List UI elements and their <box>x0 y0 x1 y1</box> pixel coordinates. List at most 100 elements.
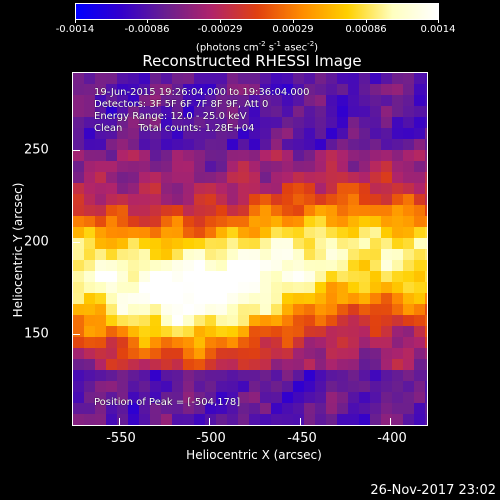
image-pixel <box>370 293 381 304</box>
image-pixel <box>106 238 117 249</box>
image-pixel <box>326 238 337 249</box>
image-pixel <box>95 117 106 128</box>
image-pixel <box>150 139 161 150</box>
image-pixel <box>271 326 282 337</box>
image-pixel <box>293 271 304 282</box>
image-pixel <box>348 95 359 106</box>
image-pixel <box>370 161 381 172</box>
image-pixel <box>216 381 227 392</box>
image-pixel <box>161 414 172 425</box>
image-pixel <box>370 216 381 227</box>
image-pixel <box>370 359 381 370</box>
image-pixel <box>260 106 271 117</box>
image-pixel <box>403 95 414 106</box>
image-pixel <box>84 84 95 95</box>
image-pixel <box>403 139 414 150</box>
image-pixel <box>249 392 260 403</box>
image-pixel <box>249 128 260 139</box>
x-tick-label: -400 <box>377 431 407 446</box>
image-pixel <box>216 359 227 370</box>
image-pixel <box>425 271 427 282</box>
image-pixel <box>271 238 282 249</box>
image-pixel <box>425 260 427 271</box>
image-pixel <box>271 337 282 348</box>
image-pixel <box>227 216 238 227</box>
image-pixel <box>293 73 304 84</box>
image-pixel <box>117 150 128 161</box>
image-pixel <box>414 106 425 117</box>
image-pixel <box>282 194 293 205</box>
image-pixel <box>161 73 172 84</box>
image-pixel <box>403 84 414 95</box>
image-pixel <box>227 205 238 216</box>
image-pixel <box>337 293 348 304</box>
image-pixel <box>381 95 392 106</box>
image-pixel <box>348 271 359 282</box>
image-pixel <box>392 106 403 117</box>
image-pixel <box>84 326 95 337</box>
image-pixel <box>84 227 95 238</box>
colorbar-tick <box>220 19 221 23</box>
image-pixel <box>172 117 183 128</box>
image-pixel <box>161 117 172 128</box>
image-pixel <box>403 381 414 392</box>
image-pixel <box>172 161 183 172</box>
image-pixel <box>348 359 359 370</box>
image-pixel <box>348 260 359 271</box>
image-pixel <box>381 348 392 359</box>
image-pixel <box>183 194 194 205</box>
image-pixel <box>150 216 161 227</box>
image-pixel <box>370 227 381 238</box>
image-pixel <box>150 161 161 172</box>
image-pixel <box>106 315 117 326</box>
image-pixel <box>370 194 381 205</box>
image-pixel <box>73 414 84 425</box>
image-pixel <box>326 348 337 359</box>
image-pixel <box>183 260 194 271</box>
colorbar-units: (photons cm-2 s-1 asec-2) <box>195 40 319 54</box>
image-pixel <box>293 249 304 260</box>
image-pixel <box>84 172 95 183</box>
image-pixel <box>260 392 271 403</box>
image-pixel <box>194 128 205 139</box>
image-pixel <box>304 249 315 260</box>
image-pixel <box>106 260 117 271</box>
image-pixel <box>282 260 293 271</box>
image-pixel <box>425 414 427 425</box>
image-pixel <box>238 95 249 106</box>
image-pixel <box>282 106 293 117</box>
image-pixel <box>183 359 194 370</box>
image-pixel <box>381 84 392 95</box>
image-pixel <box>348 73 359 84</box>
image-pixel <box>216 194 227 205</box>
image-pixel <box>370 73 381 84</box>
image-pixel <box>348 370 359 381</box>
image-pixel <box>260 150 271 161</box>
image-pixel <box>150 172 161 183</box>
image-pixel <box>326 282 337 293</box>
image-pixel <box>238 381 249 392</box>
image-pixel <box>84 194 95 205</box>
image-pixel <box>150 73 161 84</box>
x-tick-label: -550 <box>106 431 136 446</box>
image-pixel <box>84 139 95 150</box>
image-pixel <box>183 271 194 282</box>
image-pixel <box>139 392 150 403</box>
image-pixel <box>359 326 370 337</box>
image-pixel <box>282 238 293 249</box>
image-pixel <box>359 315 370 326</box>
image-pixel <box>150 293 161 304</box>
image-pixel <box>128 359 139 370</box>
image-pixel <box>271 249 282 260</box>
image-pixel <box>414 249 425 260</box>
image-pixel <box>315 172 326 183</box>
image-pixel <box>381 282 392 293</box>
image-pixel <box>139 139 150 150</box>
image-pixel <box>359 271 370 282</box>
image-pixel <box>227 326 238 337</box>
image-pixel <box>117 348 128 359</box>
image-pixel <box>403 227 414 238</box>
image-pixel <box>271 381 282 392</box>
image-pixel <box>106 293 117 304</box>
image-pixel <box>150 238 161 249</box>
